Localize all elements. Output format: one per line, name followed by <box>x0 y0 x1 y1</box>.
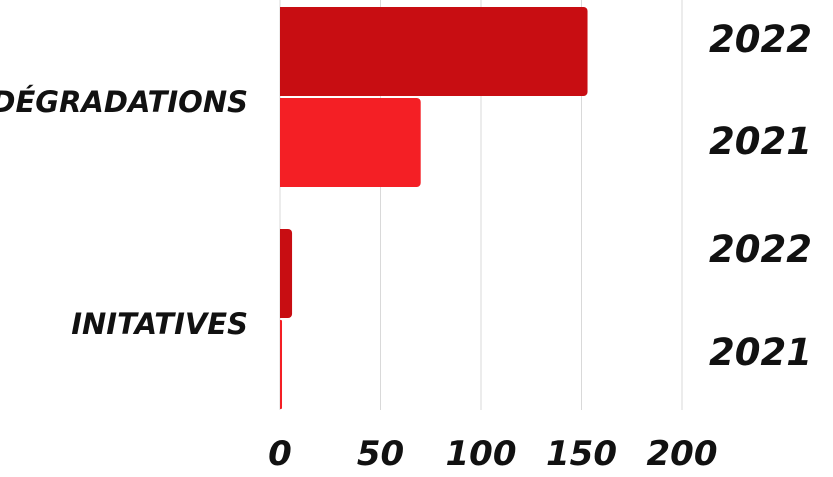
bar-dégradations-2021 <box>280 98 421 187</box>
bar-base-initatives-2022 <box>280 229 284 318</box>
category-label-initatives: INITATIVES <box>71 307 248 341</box>
bar-base-initatives-2021 <box>280 320 282 409</box>
category-label-dégradations: DÉGRADATIONS <box>0 85 248 119</box>
bar-base-dégradations-2021 <box>280 98 284 187</box>
x-tick-label-200: 200 <box>647 434 718 473</box>
bar-side-label: 2021 <box>709 331 812 374</box>
x-tick-label-150: 150 <box>546 434 617 473</box>
bar-base-dégradations-2022 <box>280 7 284 96</box>
bar-side-label: 2022 <box>709 18 812 61</box>
bar-layer <box>280 7 588 409</box>
x-tick-label-50: 50 <box>357 434 404 473</box>
x-tick-label-100: 100 <box>446 434 517 473</box>
bar-side-label: 2022 <box>709 228 812 271</box>
bar-side-label: 2021 <box>709 120 812 163</box>
label-layer: DÉGRADATIONS INITATIVES 2022 2021 2022 2021 0 5… <box>0 18 812 474</box>
bar-dégradations-2022 <box>280 7 588 96</box>
x-tick-label-0: 0 <box>268 434 292 473</box>
